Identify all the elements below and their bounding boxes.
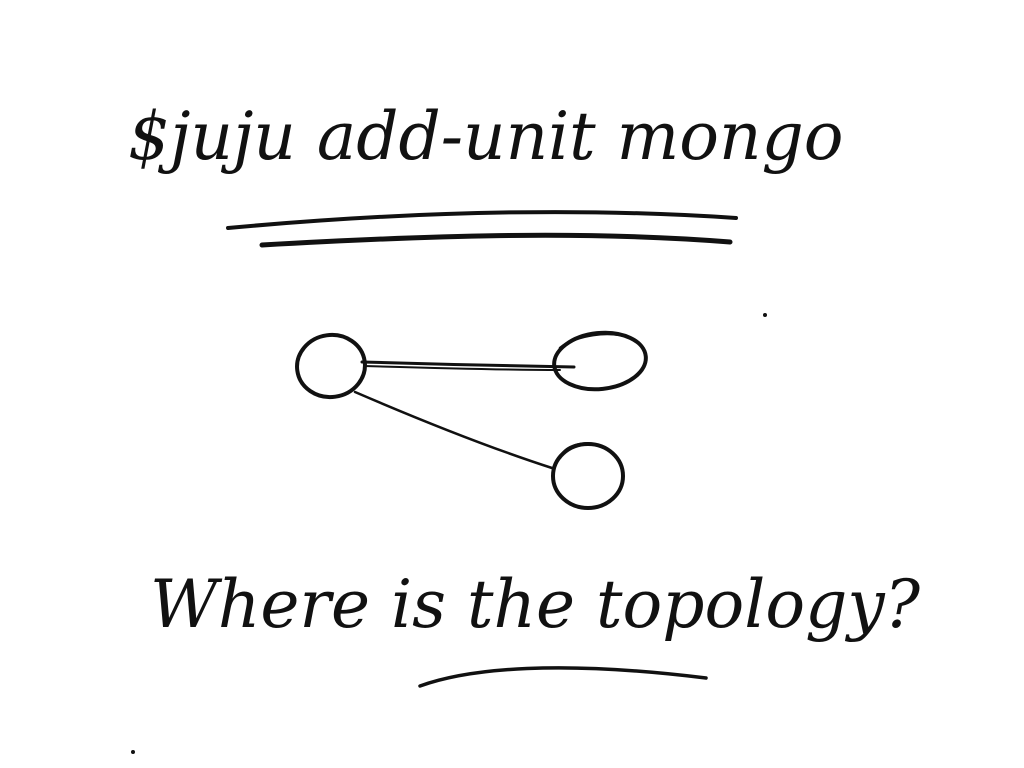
edge-unit-a-unit-c	[353, 390, 554, 470]
stray-dot-2	[131, 750, 135, 754]
node-unit-a	[295, 332, 367, 400]
stray-dot-1	[763, 313, 767, 317]
question-caption: Where is the topology?	[150, 566, 921, 643]
node-unit-b-overstroke	[558, 332, 632, 350]
edge-unit-a-unit-b-double	[363, 365, 561, 371]
command-underline-bottom	[259, 232, 733, 248]
node-unit-c-overstroke	[558, 442, 602, 460]
node-unit-b	[552, 330, 648, 392]
question-underline	[418, 666, 708, 688]
edge-unit-a-unit-b	[360, 360, 576, 369]
command-heading: $juju add-unit mongo	[128, 98, 844, 175]
command-underline-top	[226, 210, 738, 230]
